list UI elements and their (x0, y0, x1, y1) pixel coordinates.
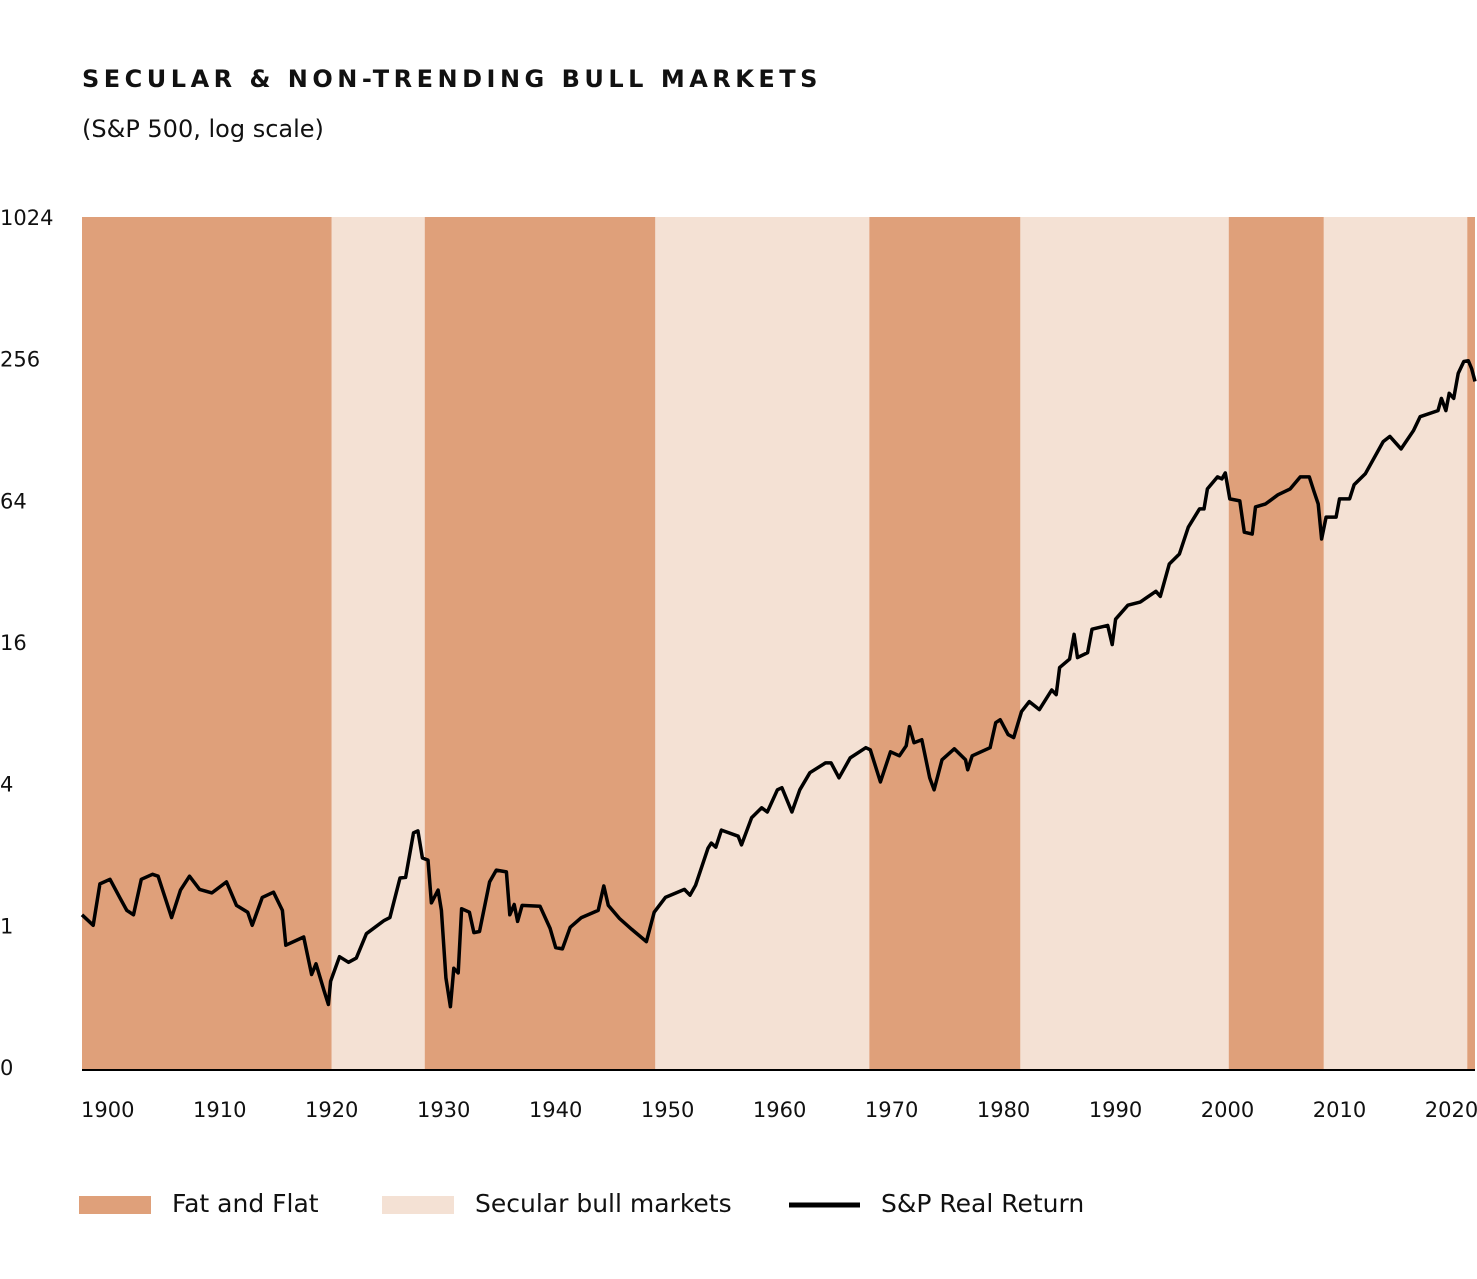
band (1323, 217, 1468, 1070)
x-tick-label: 1920 (305, 1098, 358, 1122)
band (869, 217, 1021, 1070)
x-tick-label: 2020 (1425, 1098, 1477, 1122)
legend-swatch (382, 1196, 454, 1214)
x-tick-label: 2000 (1201, 1098, 1254, 1122)
y-tick-label: 16 (0, 631, 27, 655)
band (82, 217, 332, 1070)
band (331, 217, 425, 1070)
y-tick-label: 64 (0, 489, 27, 513)
chart-subtitle: (S&P 500, log scale) (82, 115, 324, 143)
band (1020, 217, 1229, 1070)
x-tick-label: 1900 (81, 1098, 134, 1122)
y-tick-label: 1 (0, 914, 13, 938)
x-tick-label: 1980 (977, 1098, 1030, 1122)
line (80, 358, 1477, 1009)
legend-label: Secular bull markets (475, 1189, 732, 1218)
x-tick-label: 1910 (193, 1098, 246, 1122)
band (424, 217, 656, 1070)
y-tick-label: 4 (0, 773, 13, 797)
band (1228, 217, 1324, 1070)
x-tick-label: 1970 (865, 1098, 918, 1122)
chart-title: SECULAR & NON-TRENDING BULL MARKETS (82, 65, 822, 93)
x-tick-label: 1940 (529, 1098, 582, 1122)
band (655, 217, 870, 1070)
x-tick-label: 2010 (1313, 1098, 1366, 1122)
band (1467, 217, 1475, 1070)
x-tick-label: 1930 (417, 1098, 470, 1122)
legend-label: S&P Real Return (881, 1189, 1084, 1218)
x-tick-label: 1960 (753, 1098, 806, 1122)
legend-swatch (79, 1196, 151, 1214)
x-tick-label: 1990 (1089, 1098, 1142, 1122)
y-tick-label: 1024 (0, 206, 53, 230)
legend-label: Fat and Flat (172, 1189, 319, 1218)
y-tick-label: 256 (0, 348, 40, 372)
y-tick-label: 0 (0, 1056, 13, 1080)
x-tick-label: 1950 (641, 1098, 694, 1122)
